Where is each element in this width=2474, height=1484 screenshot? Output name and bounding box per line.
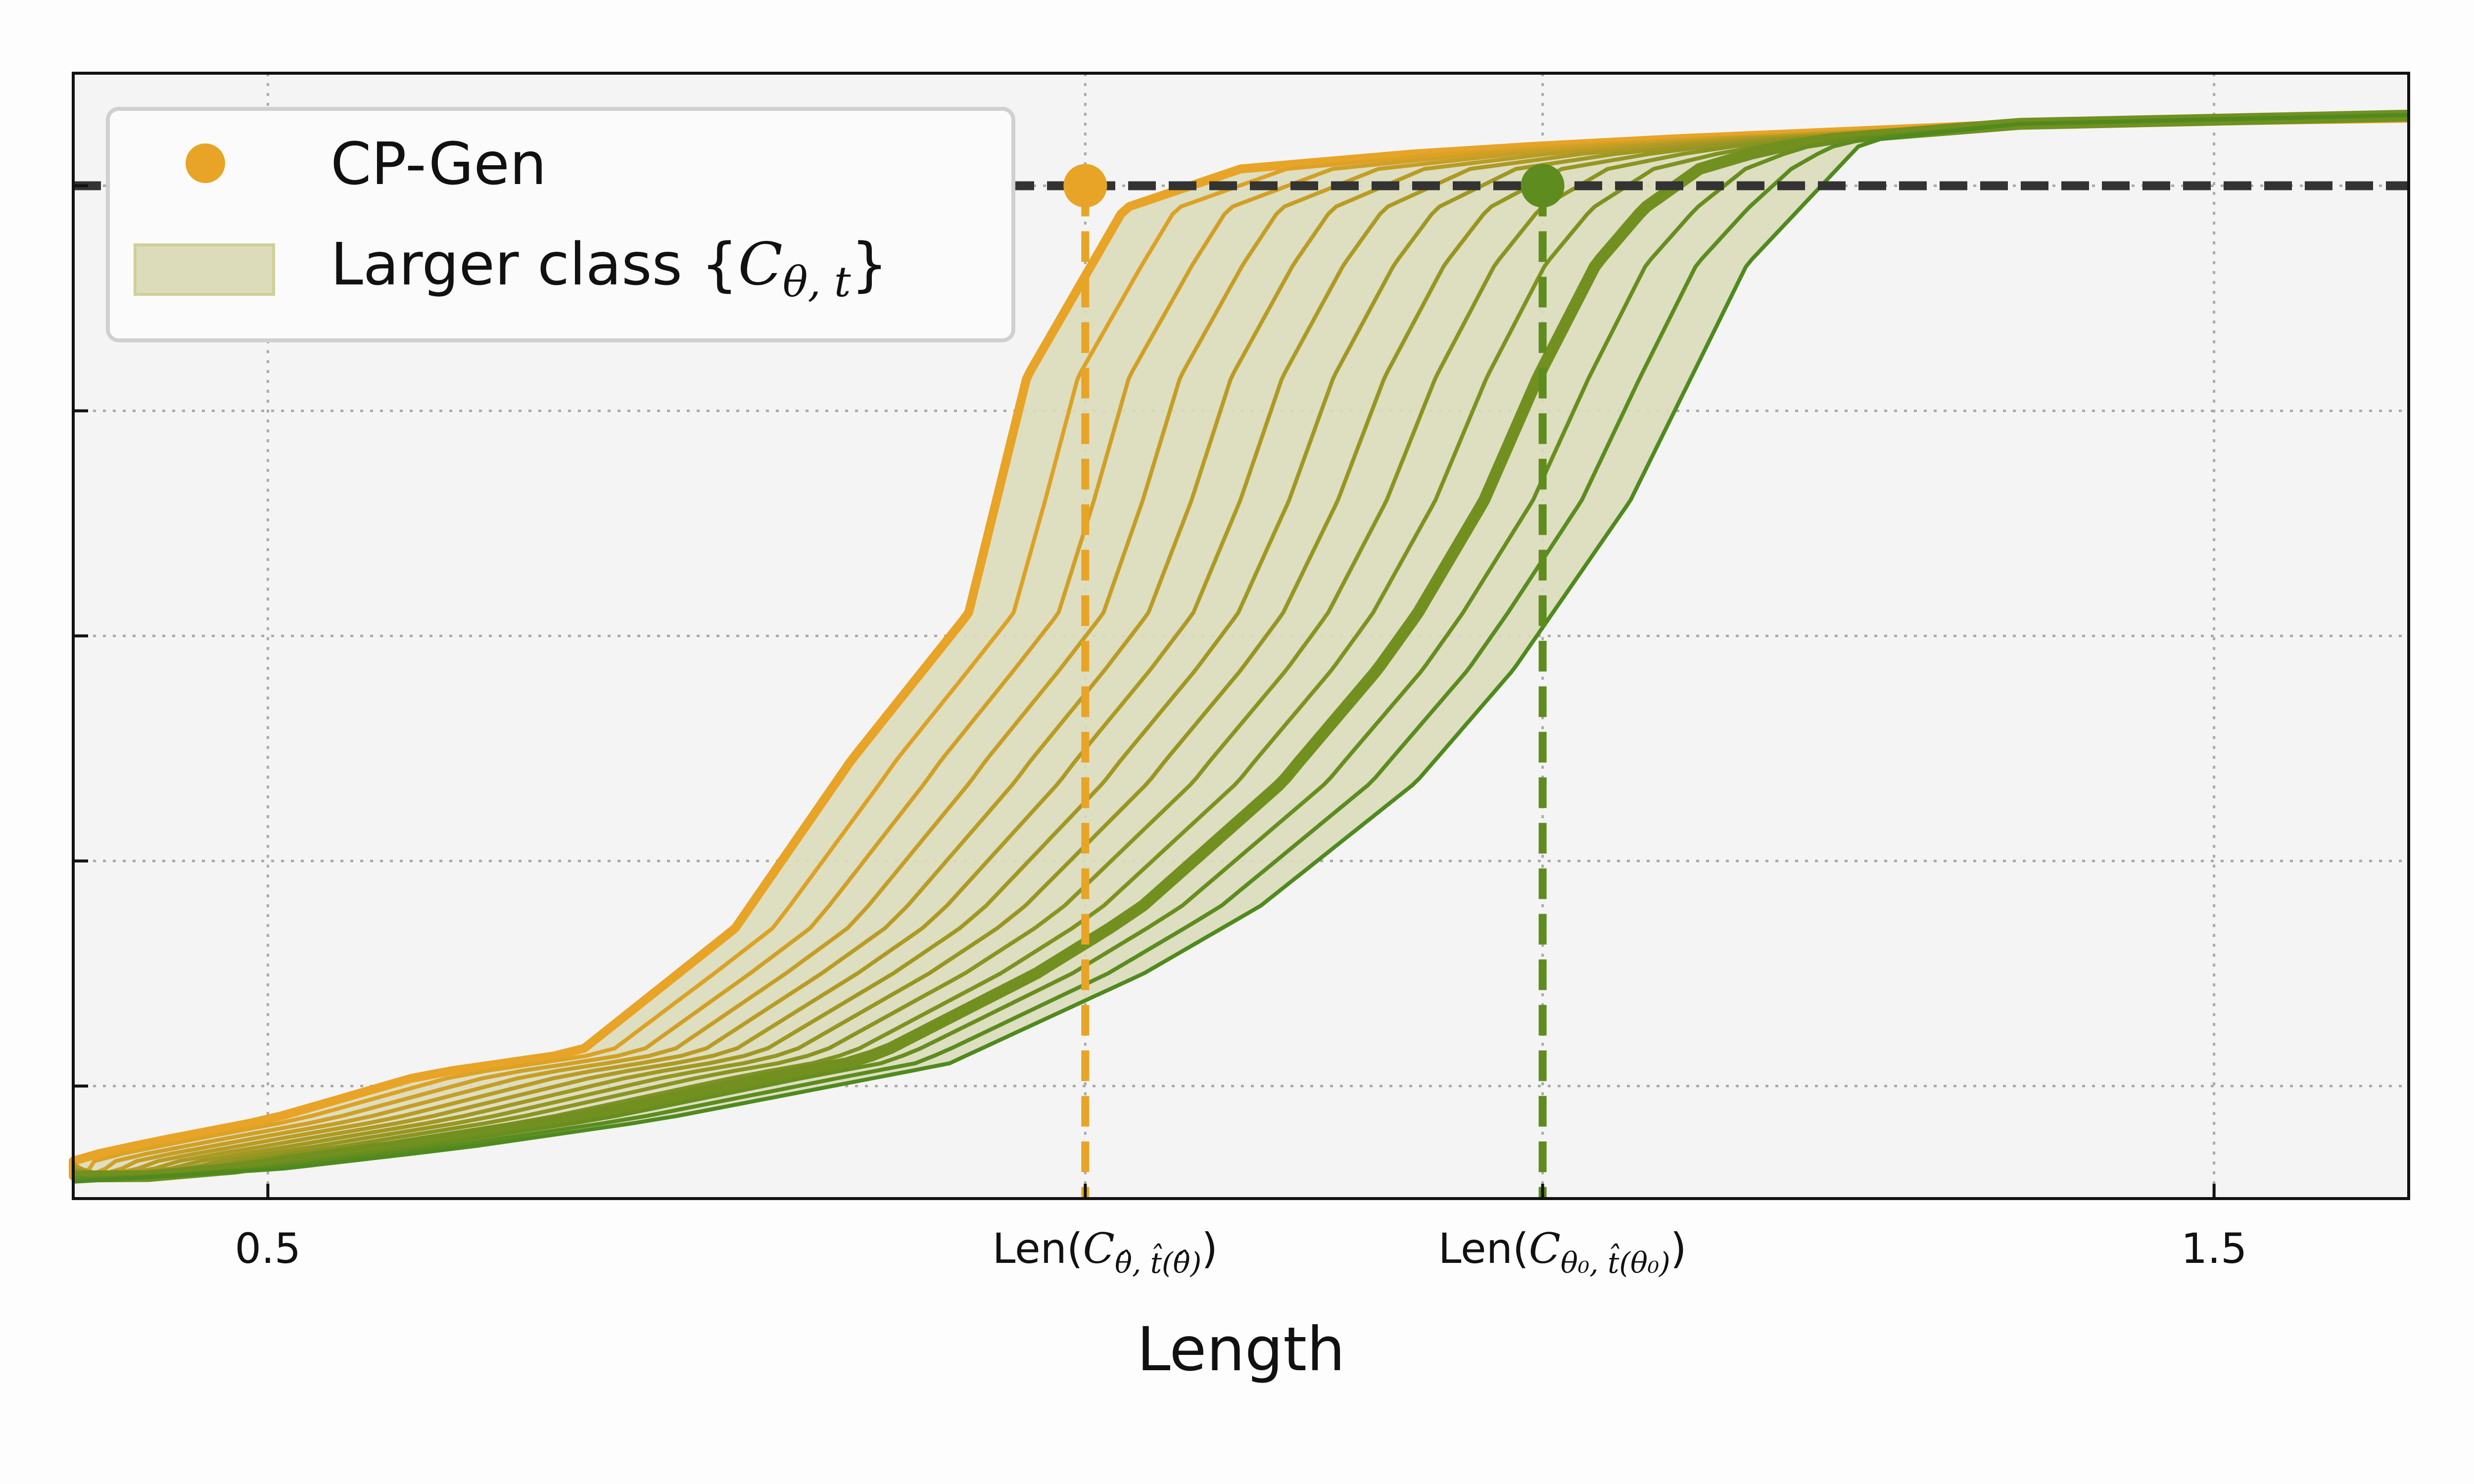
- marker-label-0: Len(Cθ̂, t̂(θ̂)): [993, 1224, 1218, 1280]
- curve-member: [72, 115, 2409, 1178]
- marker-label-suffix: ): [1201, 1224, 1218, 1273]
- marker-point-1: [1521, 164, 1565, 208]
- marker-label-C: C: [1529, 1224, 1561, 1273]
- x-tick-label: 1.5: [2181, 1224, 2247, 1273]
- curve-member: [73, 114, 2409, 1178]
- curve-member: [73, 113, 2409, 1184]
- marker-label-C: C: [1083, 1224, 1115, 1273]
- legend-box: [106, 107, 1015, 342]
- x-axis-label: Length: [1137, 1314, 1345, 1385]
- curve-member: [72, 115, 2409, 1178]
- curve-member: [73, 114, 2409, 1178]
- marker-label-sub: θ₀, t̂(θ₀): [1561, 1243, 1670, 1280]
- legend-band-label: Larger class {Cθ, t}: [331, 230, 888, 306]
- curve-member: [72, 115, 2409, 1178]
- curve-member: [73, 113, 2409, 1182]
- curve-member: [73, 115, 2409, 1178]
- marker-points: [1063, 164, 1565, 208]
- legend-cpgen-label: CP-Gen: [331, 130, 547, 198]
- curve-cpgen: [69, 114, 2409, 1181]
- marker-point-0: [1063, 164, 1107, 208]
- larger-class-band: [73, 115, 2409, 1182]
- x-tick-label: 0.5: [235, 1224, 301, 1273]
- curve-member: [73, 113, 2409, 1180]
- curve-member: [73, 114, 2409, 1178]
- marker-label-sub: θ̂, t̂(θ̂): [1115, 1243, 1201, 1280]
- marker-tick-labels: Len(Cθ̂, t̂(θ̂)) Len(Cθ₀, t̂(θ₀)): [993, 1224, 1687, 1280]
- marker-label-suffix: ): [1670, 1224, 1687, 1273]
- curve-family: [69, 109, 2409, 1184]
- marker-label-prefix: Len(: [1438, 1224, 1529, 1273]
- curve-member: [71, 116, 2409, 1178]
- curve-member: [73, 114, 2409, 1178]
- legend-band-suffix: }: [851, 230, 888, 298]
- legend-band-C: C: [738, 230, 783, 298]
- legend-band-swatch: [134, 243, 275, 296]
- marker-label-prefix: Len(: [993, 1224, 1083, 1273]
- legend-cpgen-marker: [186, 143, 225, 183]
- marker-vertical-lines: [1081, 186, 1547, 1199]
- legend: CP-Gen Larger class {Cθ, t}: [106, 107, 1015, 342]
- curve-theta0: [73, 109, 2409, 1183]
- axis-ticks: 0.5 1.5: [73, 184, 2247, 1273]
- legend-band-prefix: Larger class {: [331, 230, 738, 298]
- marker-label-1: Len(Cθ₀, t̂(θ₀)): [1438, 1224, 1687, 1280]
- legend-band-sub: θ, t: [783, 258, 851, 306]
